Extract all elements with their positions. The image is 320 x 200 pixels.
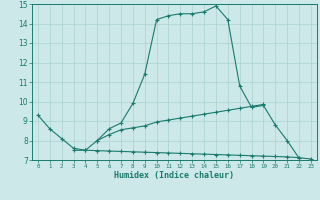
X-axis label: Humidex (Indice chaleur): Humidex (Indice chaleur) [115, 171, 234, 180]
